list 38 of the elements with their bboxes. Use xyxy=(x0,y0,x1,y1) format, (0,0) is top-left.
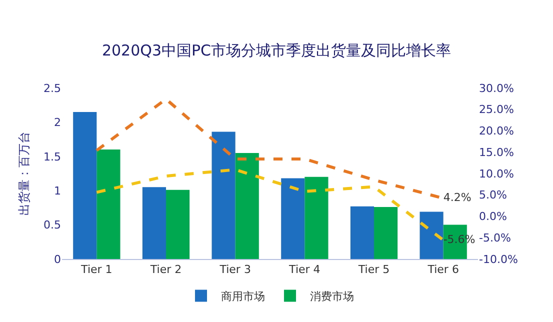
bar xyxy=(212,132,236,259)
x-tick-label: Tier 2 xyxy=(149,263,182,276)
bar xyxy=(374,207,398,259)
bar xyxy=(73,112,97,259)
y-tick-label: 0.5 xyxy=(44,218,61,232)
bar xyxy=(304,176,328,259)
legend-label: 商用市场 xyxy=(221,290,265,304)
bar xyxy=(420,212,444,259)
line-series xyxy=(95,168,445,242)
y2-tick-label: 20.0% xyxy=(479,124,514,138)
y-tick-label: 1 xyxy=(54,184,61,198)
y2-tick-label: 5.0% xyxy=(479,188,507,202)
bar xyxy=(96,150,120,259)
y2-tick-label: 10.0% xyxy=(479,167,514,180)
y-tick-label: 2.5 xyxy=(44,82,61,95)
y2-tick-label: -10.0% xyxy=(479,252,518,266)
data-label: 4.2% xyxy=(443,191,472,204)
bar xyxy=(142,187,166,259)
y-axis-title: 出货量：百万台 xyxy=(17,132,31,216)
y2-tick-label: 30.0% xyxy=(479,82,514,95)
x-tick-label: Tier 5 xyxy=(357,263,390,276)
y2-tick-label: 25.0% xyxy=(479,103,514,116)
y-tick-label: 1.5 xyxy=(44,150,61,164)
y2-tick-label: 15.0% xyxy=(479,146,514,159)
bar xyxy=(281,178,305,259)
bar xyxy=(235,152,259,259)
bar xyxy=(166,190,190,259)
bar xyxy=(350,206,374,259)
y2-tick-label: -5.0% xyxy=(479,231,511,244)
x-tick-label: Tier 3 xyxy=(218,263,251,276)
legend-label: 消费市场 xyxy=(310,290,354,304)
x-tick-label: Tier 4 xyxy=(288,263,320,276)
y2-tick-label: 0.0% xyxy=(479,210,507,224)
y-tick-label: 2 xyxy=(54,116,61,130)
chart-title: 2020Q3中国PC市场分城市季度出货量及同比增长率 xyxy=(102,42,452,60)
x-tick-label: Tier 6 xyxy=(426,263,459,276)
x-tick-label: Tier 1 xyxy=(80,263,112,276)
y-tick-label: 0 xyxy=(54,252,61,266)
